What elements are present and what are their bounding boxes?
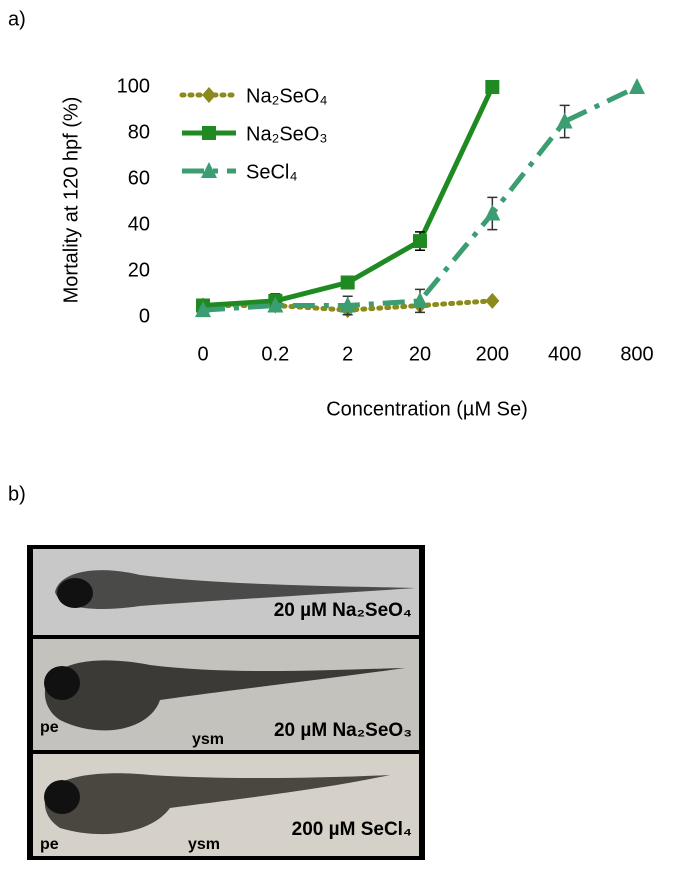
marker [195,301,211,318]
y-axis-title: Mortality at 120 hpf (%) [60,97,82,304]
legend-marker [202,87,216,103]
y-tick-label: 100 [117,75,150,97]
marker [340,275,355,290]
marker [267,296,284,313]
image-annotation: ysm [192,731,224,748]
marker [629,78,645,94]
marker [485,80,500,94]
x-tick-label: 800 [620,343,653,365]
panel-label: a) [8,8,26,30]
legend-label: Na₂SeO₄ [246,85,328,107]
y-tick-label: 80 [128,121,150,143]
y-tick-label: 40 [128,213,150,235]
panel-label: b) [8,483,26,505]
image-caption: 20 µM Na₂SeO₃ [274,720,412,741]
series-line [202,84,639,313]
legend-marker [202,126,216,140]
y-tick-label: 60 [128,167,150,189]
series-line [202,85,495,308]
y-tick-label: 0 [139,305,150,327]
marker [412,291,428,308]
image-annotation: pe [40,836,59,853]
x-tick-label: 0.2 [261,343,289,365]
x-tick-label: 20 [409,343,431,365]
x-axis-title: Concentration (µM Se) [326,398,528,420]
x-tick-label: 2 [342,343,353,365]
legend-marker [201,162,217,178]
marker [556,112,573,129]
legend-label: SeCl₄ [246,161,298,183]
x-tick-label: 200 [476,343,509,365]
legend-label: Na₂SeO₃ [246,123,328,145]
marker [339,296,356,313]
marker [485,292,500,309]
y-tick-label: 20 [128,259,150,281]
image-panel [27,545,425,860]
image-annotation: pe [40,719,59,736]
image-caption: 20 µM Na₂SeO₄ [274,600,412,621]
x-tick-label: 0 [197,343,208,365]
image-caption: 200 µM SeCl₄ [292,819,412,840]
image-annotation: ysm [188,836,220,853]
marker [413,234,427,249]
marker [484,204,501,221]
x-tick-label: 400 [548,343,581,365]
